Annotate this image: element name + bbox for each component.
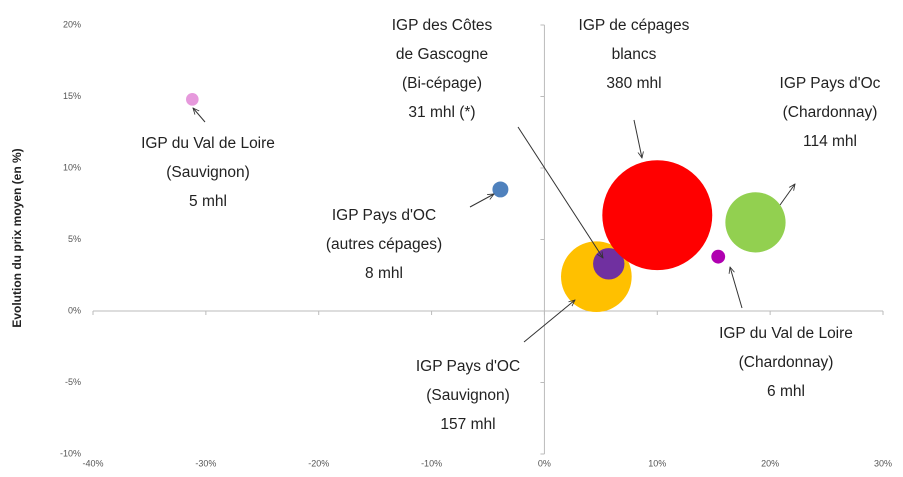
bubble-label: IGP Pays d'Oc (780, 75, 881, 92)
size-label: 114 mhl (803, 133, 857, 150)
x-tick-label: 20% (761, 458, 779, 468)
x-tick-label: -10% (421, 458, 442, 468)
bubble-label: (Chardonnay) (783, 104, 878, 121)
x-tick-label: 10% (648, 458, 666, 468)
bubble-label: (autres cépages) (326, 236, 442, 253)
bubble (725, 192, 786, 253)
size-label: 5 mhl (189, 193, 227, 210)
y-tick-label: 10% (63, 162, 81, 172)
y-tick-label: 20% (63, 19, 81, 29)
arrow (779, 184, 795, 206)
y-tick-label: 5% (68, 234, 81, 244)
arrow (193, 108, 206, 123)
size-label: 380 mhl (606, 75, 661, 92)
bubble-label: (Chardonnay) (739, 354, 834, 371)
arrow (469, 194, 494, 208)
y-tick-label: -10% (60, 448, 81, 458)
y-tick-label: -5% (65, 377, 81, 387)
y-axis-label: Evolution du prix moyen (en %) (10, 148, 24, 327)
x-tick-label: 0% (538, 458, 551, 468)
x-tick-label: 30% (874, 458, 892, 468)
size-label: 31 mhl (*) (408, 104, 475, 121)
bubble-label: IGP Pays d'OC (416, 358, 520, 375)
bubble (186, 93, 199, 106)
arrow (523, 300, 575, 343)
arrow (730, 267, 743, 309)
bubble (492, 181, 509, 198)
bubble-label: de Gascogne (396, 46, 488, 63)
arrow (633, 119, 642, 158)
y-tick-label: 0% (68, 305, 81, 315)
bubble-label: IGP de cépages (579, 17, 690, 34)
bubble-label: (Sauvignon) (166, 164, 250, 181)
size-label: 6 mhl (767, 383, 805, 400)
bubble-label: IGP du Val de Loire (719, 325, 853, 342)
x-tick-label: -20% (308, 458, 329, 468)
x-tick-label: -40% (82, 458, 103, 468)
y-tick-label: 15% (63, 91, 81, 101)
x-tick-label: -30% (195, 458, 216, 468)
bubble-label: blancs (612, 46, 657, 63)
arrow (517, 126, 603, 258)
size-label: 8 mhl (365, 265, 403, 282)
bubble-label: (Bi-cépage) (402, 75, 482, 92)
bubble-label: IGP Pays d'OC (332, 207, 436, 224)
bubble-label: IGP du Val de Loire (141, 135, 275, 152)
bubble (711, 249, 726, 264)
size-label: 157 mhl (440, 416, 495, 433)
bubble-label: (Sauvignon) (426, 387, 510, 404)
bubble (602, 160, 713, 271)
bubble-label: IGP des Côtes (392, 17, 493, 34)
